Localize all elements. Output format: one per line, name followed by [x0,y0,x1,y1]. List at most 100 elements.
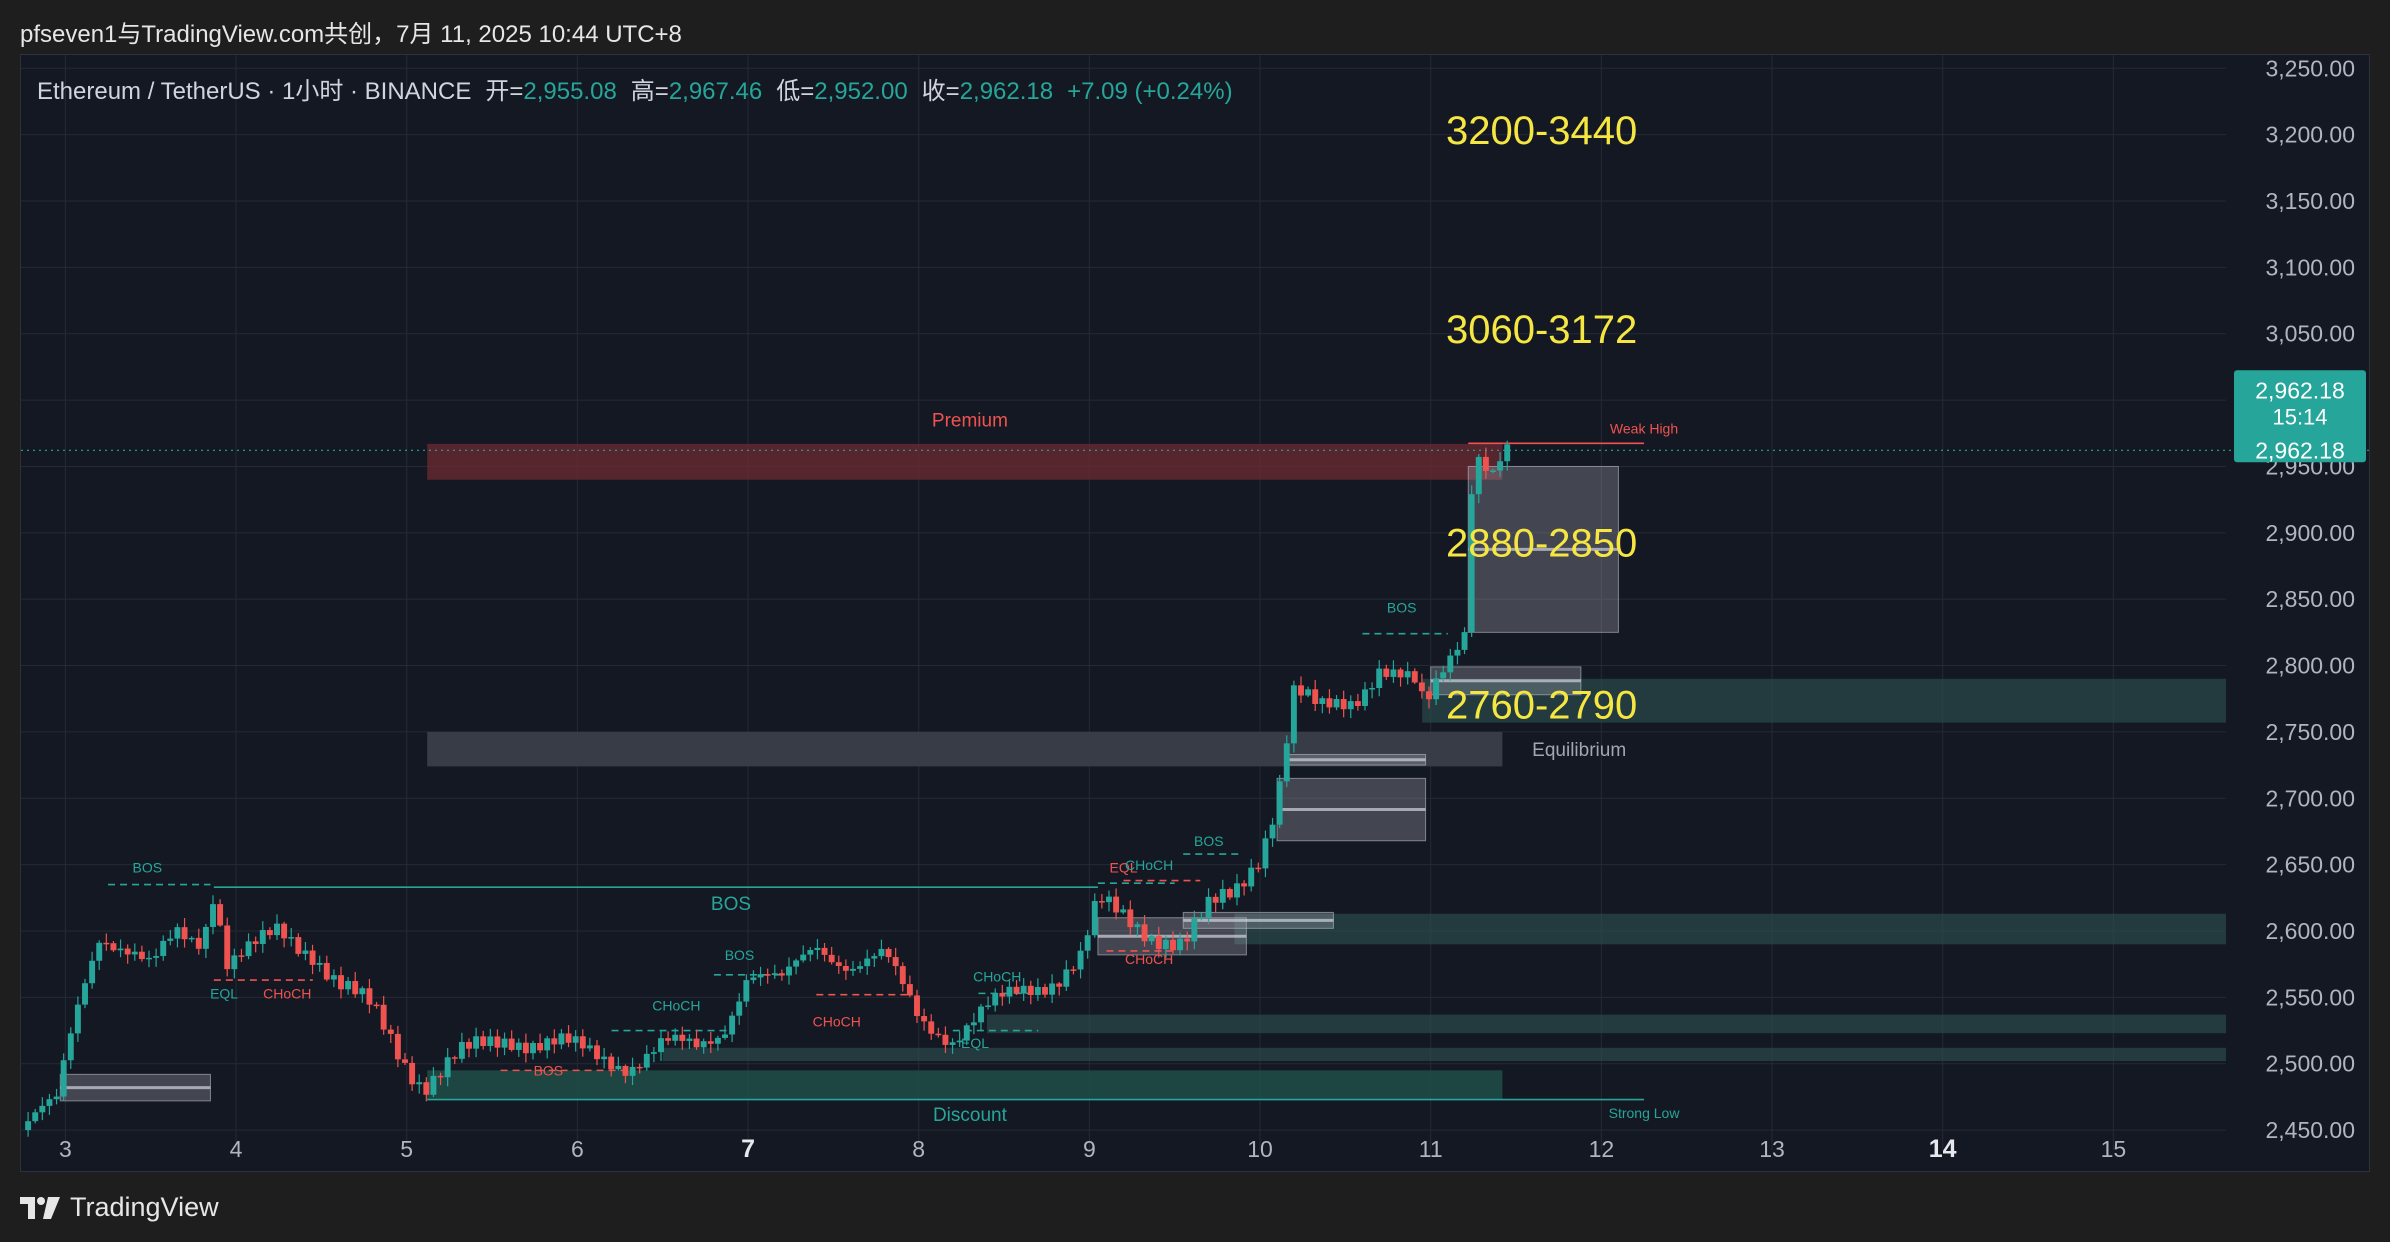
candle-body [778,973,785,976]
price-axis-tick-label: 3,050.00 [2265,321,2355,347]
candle-body [878,948,885,957]
close-label: 收= [921,78,960,105]
candle-body [871,956,878,959]
candle-body [1426,691,1432,700]
demand-zone [1422,678,2226,723]
candle-body [1461,632,1468,650]
time-axis-tick-label: 8 [912,1136,925,1162]
structure-label: BOS [133,860,163,876]
candle-body [266,930,273,936]
candle-body [650,1052,657,1054]
structure-label: Premium [932,411,1008,432]
candle-body [174,927,181,939]
target-range-label: 2880-2850 [1446,522,1637,566]
price-badge-price-repeat: 2,962.18 [2255,437,2345,463]
structure-label: CHoCH [263,986,311,1002]
candle-body [487,1036,494,1047]
candle-body [750,977,757,981]
structure-label: CHoCH [973,968,1021,984]
candle-body [992,992,999,1006]
candle-body [921,1016,928,1022]
candle-body [722,1034,728,1038]
candle-body [1298,685,1304,696]
structure-label: CHoCH [652,998,700,1014]
candle-body [1305,689,1312,696]
candle-body [217,904,224,926]
candle-body [1127,909,1134,928]
candle-body [970,1022,977,1026]
price-axis-tick-label: 2,800.00 [2265,653,2355,679]
candle-body [693,1038,700,1048]
candle-body [850,968,856,971]
candle-body [985,1005,992,1007]
premium-zone [427,443,1503,480]
candle-body [1191,918,1198,942]
candle-body [978,1006,984,1023]
demand-zone [1234,913,2226,945]
candle-body [928,1021,935,1034]
price-axis-tick-label: 2,450.00 [2265,1117,2355,1143]
candle-body [451,1057,458,1059]
candle-body [160,940,167,957]
candle-body [1255,867,1262,870]
candle-body [963,1025,970,1041]
structure-label: EQL [961,1035,989,1051]
candle-body [1091,901,1098,936]
candle-body [1482,456,1489,471]
symbol-label[interactable]: Ethereum / TetherUS · 1小时 · BINANCE [37,78,472,105]
candle-body [1155,935,1162,950]
target-range-label: 3060-3172 [1446,308,1637,352]
candle-body [473,1036,480,1049]
time-axis-tick-label: 11 [1419,1136,1443,1162]
candle-body [729,1015,736,1035]
discount-zone [427,1070,1503,1100]
candle-body [1027,985,1034,996]
structure-label: BOS [725,947,755,963]
candle-body [1148,935,1155,942]
low-label: 低= [776,78,815,105]
candle-body [1226,888,1233,898]
price-axis-tick-label: 2,900.00 [2265,520,2355,546]
candle-body [1077,950,1084,970]
chart-panel[interactable]: 3200-3440 3060-3172 2880-2850 2760-2790 Prem… [20,54,2370,1172]
candle-body [1369,687,1376,690]
candle-body [138,951,145,960]
candle-body [1134,924,1141,928]
structure-label: BOS [534,1063,564,1079]
candle-body [793,960,800,967]
candle-body [124,948,131,955]
time-axis-tick-label: 10 [1247,1136,1273,1162]
candle-body [515,1042,522,1050]
price-badge-countdown: 15:14 [2272,404,2327,429]
candle-body [1234,883,1240,898]
candle-body [1447,655,1454,673]
demand-zone [986,1014,2226,1034]
candle-body [658,1038,664,1053]
tradingview-label: TradingView [70,1192,219,1222]
candle-body [1084,935,1091,951]
candle-body [686,1038,693,1041]
candle-body [89,960,96,984]
candle-body [743,980,750,1002]
candle-body [394,1033,401,1060]
price-axis-tick-label: 2,750.00 [2265,719,2355,745]
candle-body [1113,896,1120,913]
open-value: 2,955.08 [523,78,617,105]
candle-body [530,1042,536,1054]
candle-body [252,941,259,945]
candle-body [1347,701,1354,710]
candle-body [352,981,359,995]
candle-body [707,1041,714,1044]
price-chart[interactable]: 3200-3440 3060-3172 2880-2850 2760-2790 Prem… [21,55,2369,1171]
candle-body [338,975,344,990]
candle-body [714,1037,721,1044]
candle-body [999,992,1006,997]
candle-body [828,954,835,963]
candle-body [32,1112,39,1122]
ohlc-legend: Ethereum / TetherUS · 1小时 · BINANCE 开=2,9… [37,71,1233,106]
candle-body [914,995,920,1017]
tradingview-brand[interactable]: TradingView [20,1192,219,1223]
time-axis-tick-label: 3 [59,1136,72,1162]
candle-body [153,956,160,958]
candle-body [67,1033,74,1061]
